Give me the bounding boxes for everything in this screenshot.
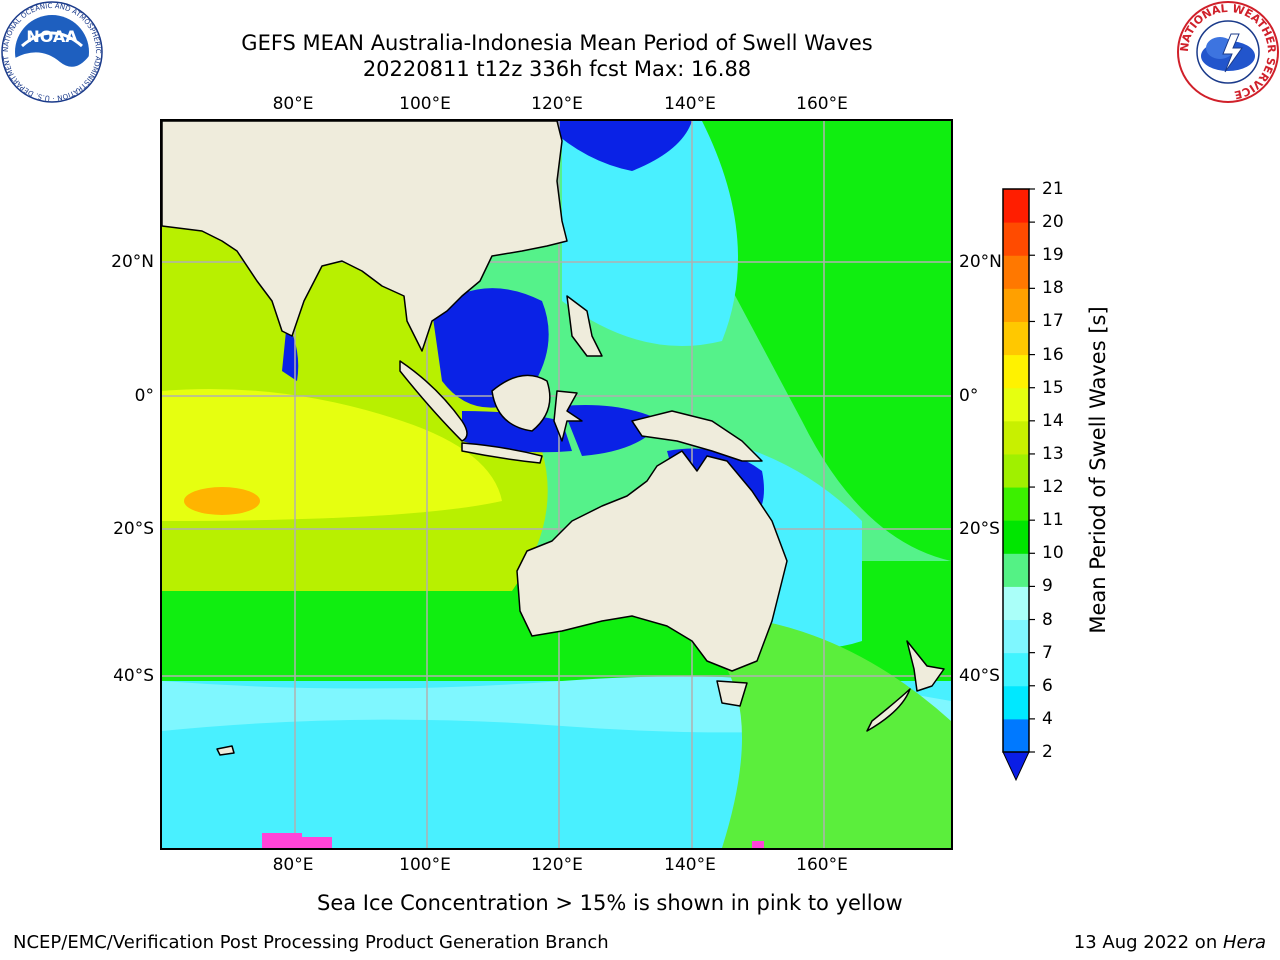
chart-title: GEFS MEAN Australia-Indonesia Mean Perio… [241,31,873,55]
colorbar-tick-label: 20 [1042,212,1064,233]
colorbar-segment [1003,420,1029,455]
colorbar-segment [1003,718,1029,753]
noaa-logo-text: NOAA [26,27,78,46]
colorbar-segment [1003,652,1029,687]
colorbar-tick-label: 17 [1042,311,1064,332]
credit-line: NCEP/EMC/Verification Post Processing Pr… [13,932,609,953]
lat-tick-left-20n: 20°N [111,252,154,272]
java-sea-shallow [462,411,572,453]
lon-tick-bottom-140e: 140°E [664,855,716,875]
colorbar-tick-label: 9 [1042,576,1053,597]
colorbar-extend-arrow [1002,751,1030,782]
sea-ice-note: Sea Ice Concentration > 15% is shown in … [317,891,903,915]
noaa-logo: NATIONAL OCEANIC AND ATMOSPHERIC ADMINIS… [0,0,103,103]
run-date: 13 Aug 2022 on Hera [1074,932,1266,954]
colorbar-segment [1003,453,1029,488]
landmass-kerguelen [216,745,235,756]
landmass-sulawesi [553,390,583,442]
lon-tick-top-80e: 80°E [272,94,314,114]
colorbar-segment [1003,586,1029,621]
landmass-borneo [491,374,551,432]
colorbar-segment [1003,387,1029,422]
east-china-sea-shallow [542,121,692,171]
colorbar-tick-label: 12 [1042,477,1064,498]
colorbar-segment [1003,354,1029,389]
colorbar-tick-label: 4 [1042,708,1053,729]
lon-tick-bottom-120e: 120°E [531,855,583,875]
landmass-new-zealand-north [906,640,945,692]
lon-tick-top-120e: 120°E [531,94,583,114]
landmass-tasmania [716,680,748,707]
lon-tick-top-140e: 140°E [664,94,716,114]
colorbar-tick-label: 10 [1042,543,1064,564]
colorbar-tick-label: 14 [1042,410,1064,431]
colorbar-title: Mean Period of Swell Waves [s] [1086,306,1110,634]
colorbar-tick-label: 11 [1042,510,1064,531]
colorbar-tick-label: 8 [1042,609,1053,630]
colorbar-tick-label: 15 [1042,377,1064,398]
colorbar-tick-label: 19 [1042,245,1064,266]
sea-ice-patch-1 [262,833,302,848]
landmass-new-zealand-south [866,688,911,732]
landmass-australia [516,450,788,672]
lon-tick-top-100e: 100°E [399,94,451,114]
colorbar-segment [1003,685,1029,720]
colorbar-tick-label: 6 [1042,675,1053,696]
lon-tick-bottom-80e: 80°E [272,855,314,875]
colorbar-tick-label: 2 [1042,742,1053,762]
field-tasman [722,621,951,848]
colorbar-segment [1003,520,1029,554]
landmass-new-guinea [631,410,763,462]
bay-of-bengal-shallow [282,321,299,381]
colorbar-tick-label: 7 [1042,642,1053,663]
colorbar-tick-label: 21 [1042,179,1064,199]
map-panel [160,119,953,850]
colorbar-tick-label: 13 [1042,443,1064,464]
colorbar-tick-label: 16 [1042,344,1064,365]
nws-logo: NATIONAL WEATHER SERVICE [1177,1,1279,103]
sea-ice-patch-2 [302,837,332,848]
landmass-asia [162,121,568,352]
lon-tick-top-160e: 160°E [796,94,848,114]
run-date-text: 13 Aug 2022 on [1073,932,1223,953]
chart-subtitle: 20220811 t12z 336h fcst Max: 16.88 [362,57,752,81]
field-max-patch [184,487,260,515]
machine-name: Hera [1222,932,1266,953]
landmass-java [461,442,543,464]
colorbar-segment [1003,288,1029,322]
lat-tick-right-40s: 40°S [959,666,1000,686]
colorbar-segment [1003,553,1029,587]
landmass-sumatra [399,360,468,442]
lat-tick-left-20s: 20°S [113,519,154,539]
banda-arafura-shallow [562,405,662,456]
sea-ice-patch-3 [752,841,764,848]
colorbar-outline [1002,188,1030,753]
colorbar-segment [1003,222,1029,256]
lat-tick-right-20n: 20°N [959,252,1002,272]
lon-tick-bottom-160e: 160°E [796,855,848,875]
colorbar-tick-label: 18 [1042,278,1064,299]
lat-tick-left-40s: 40°S [113,666,154,686]
field-indian-core [162,389,502,521]
colorbar-segment [1003,321,1029,356]
lat-tick-right-20s: 20°S [959,519,1000,539]
colorbar-segment [1003,255,1029,289]
colorbar-segment [1003,619,1029,654]
swell-period-map [162,121,951,848]
lat-tick-left-0: 0° [134,386,154,406]
colorbar-segment [1003,487,1029,521]
landmass-philippines [566,295,603,357]
field-pacific-north [562,121,738,346]
lon-tick-bottom-100e: 100°E [399,855,451,875]
lat-tick-right-0: 0° [959,386,979,406]
colorbar [1002,188,1035,782]
colorbar-segment [1003,189,1029,223]
